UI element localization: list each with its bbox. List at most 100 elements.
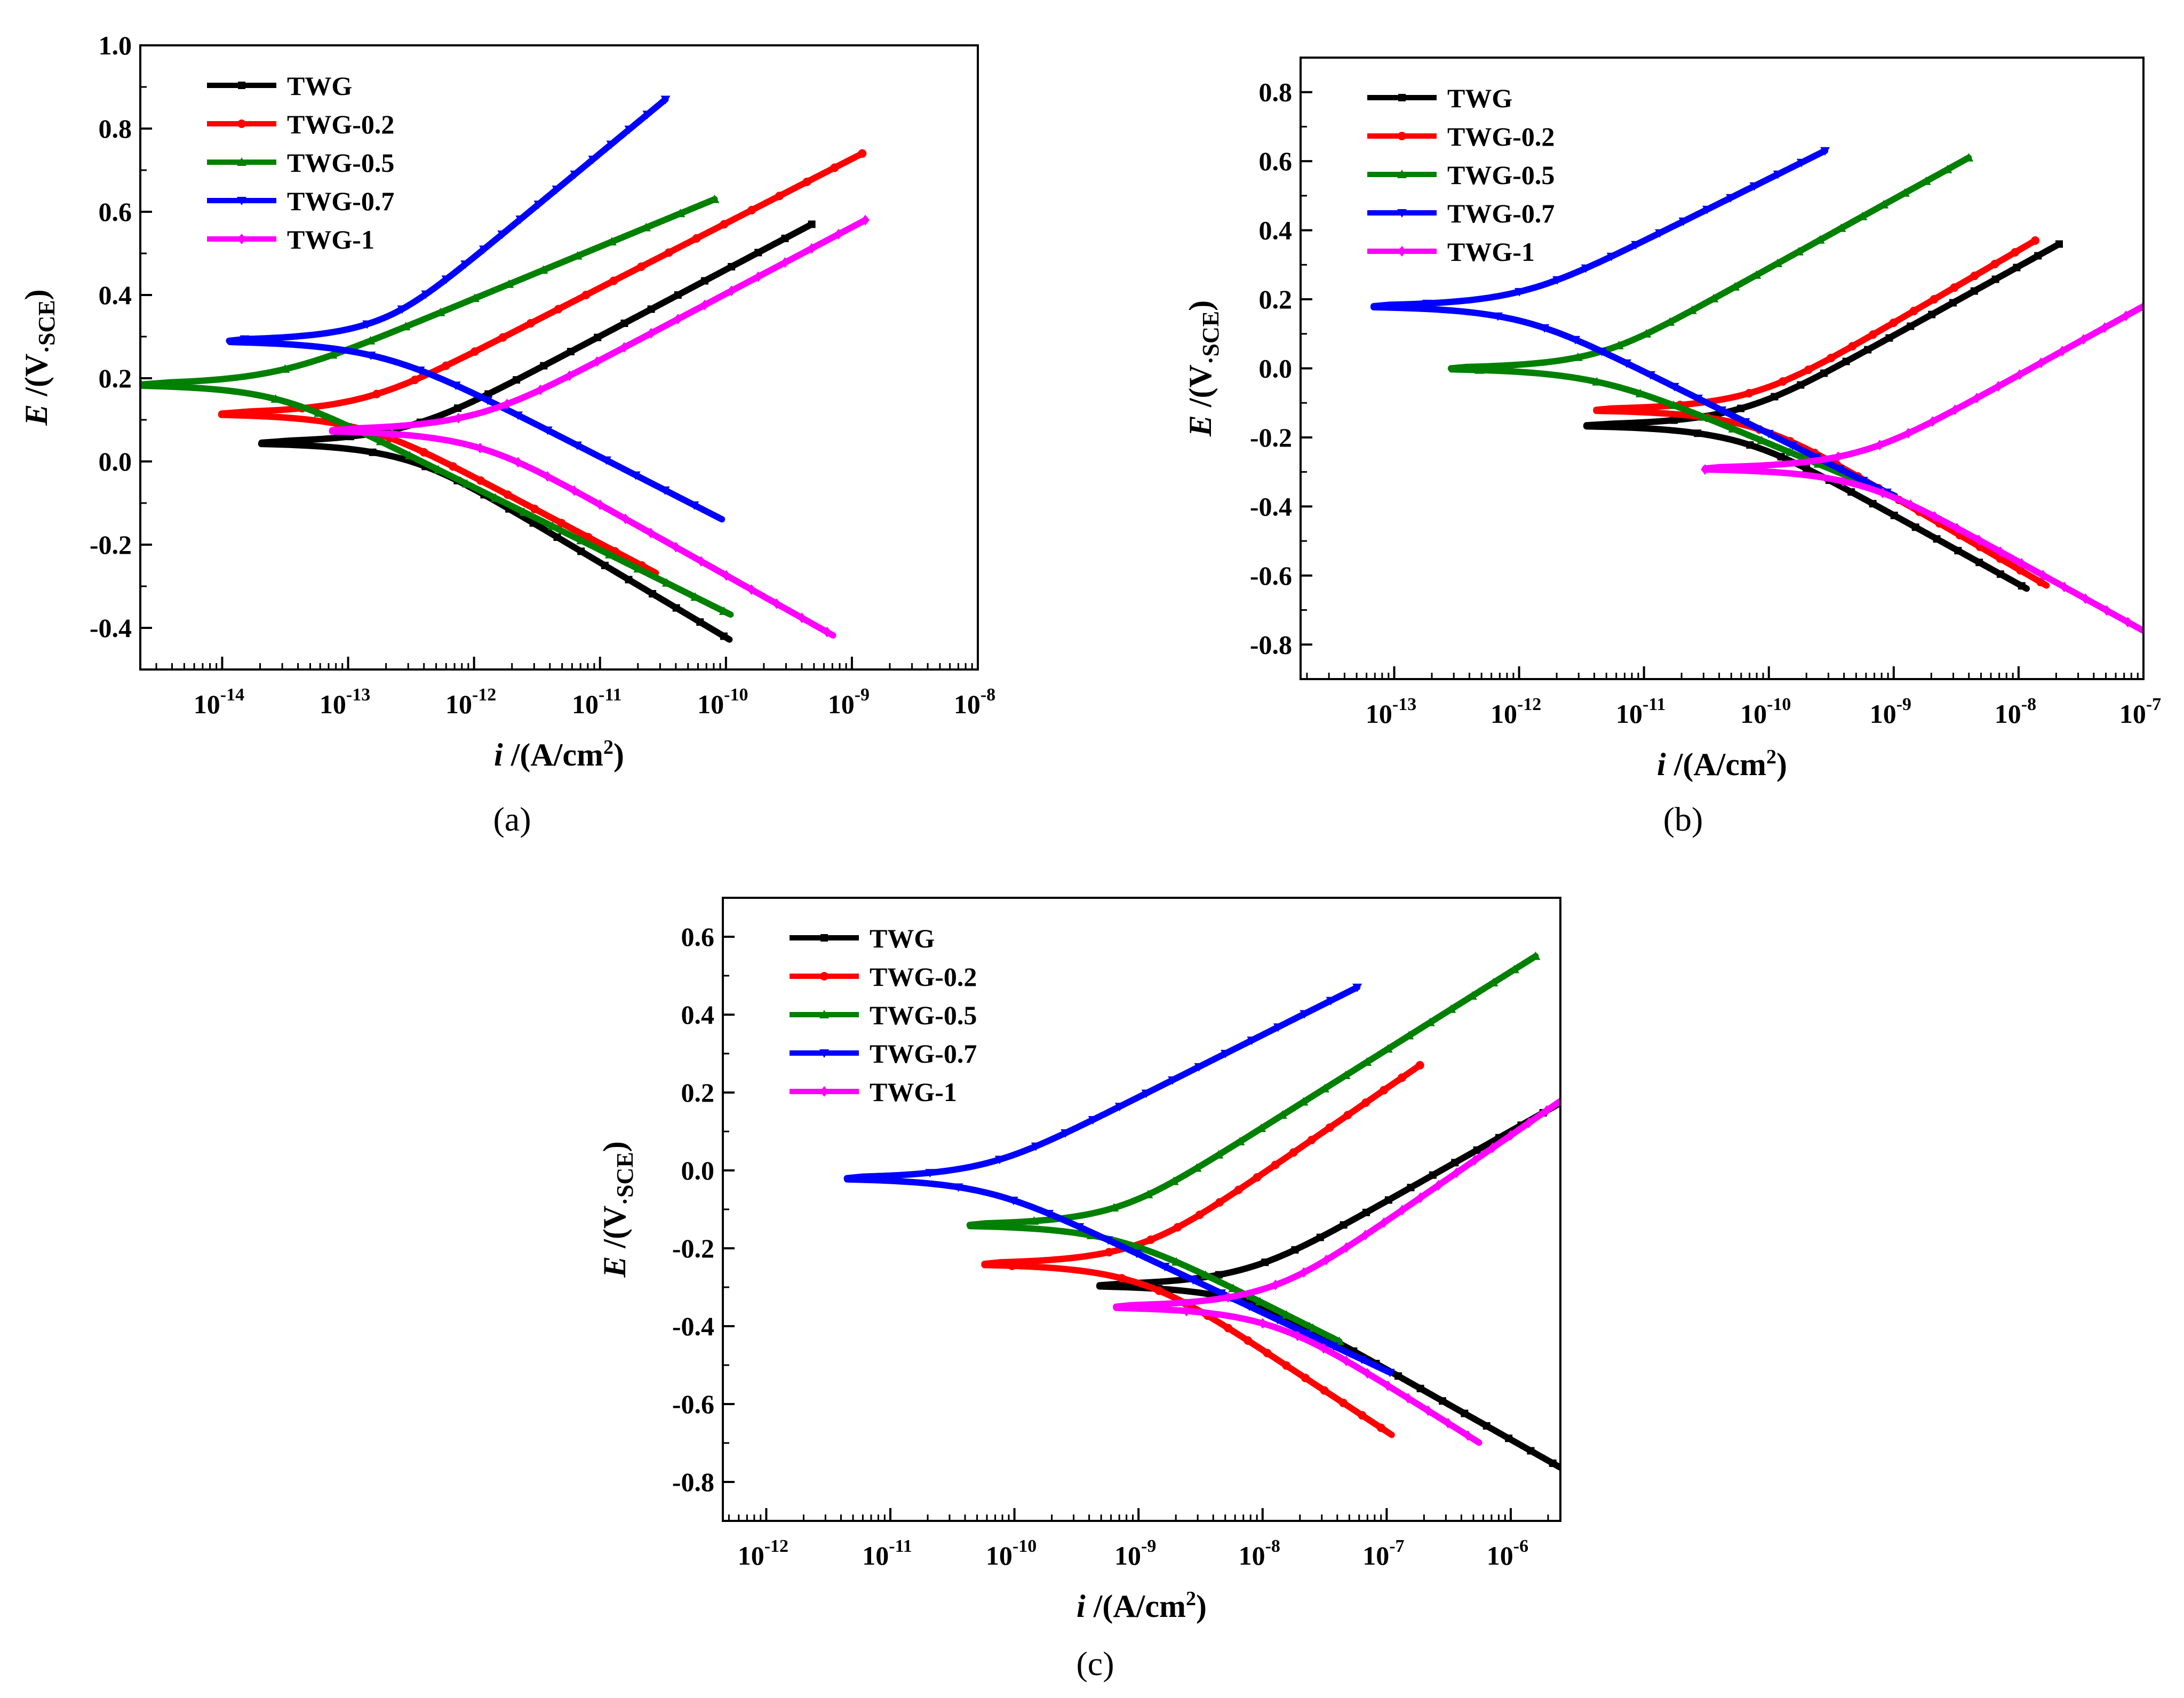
x-axis: 10-14 10-13 10-12 10-11 10-10 10-9 10-8 bbox=[155, 657, 995, 719]
series-marker bbox=[1281, 1310, 1292, 1319]
series-marker bbox=[2034, 252, 2042, 260]
series-marker bbox=[2016, 566, 2025, 575]
series-marker bbox=[1907, 322, 1915, 330]
y-tick-label: 0.0 bbox=[681, 1155, 715, 1185]
series-marker bbox=[419, 448, 428, 457]
series-marker bbox=[647, 328, 656, 339]
series-marker bbox=[1930, 511, 1939, 522]
series-line bbox=[1702, 302, 2143, 635]
series-marker bbox=[1169, 1176, 1179, 1185]
legend-item: TWG-1 bbox=[790, 1077, 957, 1107]
series-marker bbox=[624, 125, 634, 134]
legend: TWG TWG-0.2 TWG-0.5 TWG-0.7 TWG-1 bbox=[207, 71, 394, 254]
series-marker bbox=[1416, 1192, 1425, 1203]
series-marker bbox=[1571, 336, 1581, 345]
series-marker bbox=[1911, 523, 1919, 531]
series-marker bbox=[1215, 1198, 1224, 1207]
series-marker bbox=[1473, 1146, 1481, 1154]
series-marker bbox=[2038, 570, 2047, 581]
series-marker bbox=[1858, 211, 1868, 220]
series-marker bbox=[2013, 264, 2021, 272]
series-marker bbox=[557, 519, 566, 528]
series-marker bbox=[1416, 1384, 1424, 1392]
series-marker bbox=[1308, 1323, 1318, 1332]
series-marker bbox=[1890, 512, 1898, 520]
legend-marker bbox=[819, 1010, 829, 1018]
series-marker bbox=[543, 426, 553, 435]
series-marker bbox=[1728, 424, 1738, 433]
series-marker bbox=[1154, 1286, 1163, 1295]
series-marker bbox=[1804, 365, 1813, 374]
series-marker bbox=[449, 462, 458, 471]
series-marker bbox=[1527, 1447, 1535, 1455]
series-marker bbox=[1802, 465, 1810, 473]
series-marker bbox=[588, 155, 598, 164]
series-marker bbox=[1394, 1372, 1402, 1380]
series-marker bbox=[1171, 1257, 1182, 1266]
series-marker bbox=[1074, 1223, 1085, 1232]
series-marker bbox=[1300, 1267, 1309, 1278]
legend-label: TWG-0.2 bbox=[1447, 122, 1555, 152]
x-tick-label: 10-12 bbox=[445, 685, 496, 719]
series-marker bbox=[1869, 500, 1877, 508]
series-marker bbox=[1444, 1417, 1453, 1429]
series-marker bbox=[1329, 1342, 1339, 1351]
series-marker bbox=[2015, 369, 2024, 380]
series-marker bbox=[1376, 1423, 1385, 1432]
series-marker bbox=[328, 350, 338, 359]
series-marker bbox=[1990, 260, 1999, 269]
legend-label: TWG-0.2 bbox=[870, 962, 977, 992]
series-marker bbox=[1224, 1324, 1233, 1333]
series-marker bbox=[722, 570, 731, 581]
series-marker bbox=[1996, 554, 2005, 563]
series-marker bbox=[1972, 393, 1981, 404]
x-tick-label: 10-11 bbox=[1616, 695, 1665, 729]
series-marker bbox=[1542, 1105, 1551, 1116]
y-tick-label: 0.0 bbox=[99, 447, 132, 476]
legend-marker bbox=[1398, 246, 1406, 257]
series-marker bbox=[697, 556, 706, 567]
series-marker bbox=[526, 319, 535, 328]
series-marker bbox=[1425, 1017, 1435, 1026]
series-marker bbox=[609, 276, 618, 285]
series-marker bbox=[483, 396, 493, 405]
series-marker bbox=[1964, 153, 1974, 162]
series-marker bbox=[620, 320, 628, 328]
series-marker bbox=[1192, 1163, 1202, 1172]
series-marker bbox=[1970, 272, 1979, 281]
series-marker bbox=[1031, 1142, 1041, 1151]
series-marker bbox=[646, 528, 655, 539]
x-tick-label: 10-9 bbox=[1114, 1536, 1156, 1571]
series-marker bbox=[1301, 1374, 1310, 1383]
series-marker bbox=[1282, 1361, 1291, 1370]
chart-panel-3: -0.8-0.6-0.4-0.20.00.20.40.610-12 10-11 10… bbox=[597, 897, 1561, 1683]
series-marker bbox=[1687, 305, 1697, 314]
legend-item: TWG-0.7 bbox=[790, 1039, 977, 1069]
series-marker bbox=[1746, 441, 1754, 449]
series-marker bbox=[994, 1155, 1005, 1165]
series-marker bbox=[1737, 404, 1745, 412]
series-marker bbox=[1244, 1336, 1253, 1345]
x-tick-label: 10-7 bbox=[1362, 1536, 1404, 1571]
series-marker bbox=[2055, 240, 2063, 248]
series-marker bbox=[1904, 428, 1913, 439]
series-marker bbox=[1726, 194, 1736, 203]
series-line bbox=[140, 196, 734, 618]
legend-item: TWG-0.7 bbox=[1367, 198, 1555, 228]
series-marker bbox=[675, 209, 686, 218]
series-line bbox=[1447, 154, 1972, 499]
series-marker bbox=[1429, 1171, 1437, 1179]
series-marker bbox=[781, 234, 789, 242]
series-marker bbox=[1291, 1246, 1299, 1254]
series-marker bbox=[1316, 1233, 1324, 1241]
series-marker bbox=[672, 541, 681, 553]
series-marker bbox=[1029, 1216, 1039, 1225]
series-marker bbox=[1363, 1368, 1372, 1379]
series-marker bbox=[1777, 453, 1785, 461]
series-marker bbox=[1875, 440, 1884, 451]
series-marker bbox=[404, 451, 415, 460]
series-marker bbox=[1621, 359, 1631, 368]
series-marker bbox=[1461, 1409, 1469, 1417]
series-marker bbox=[1994, 381, 2003, 392]
series-marker bbox=[593, 356, 602, 367]
